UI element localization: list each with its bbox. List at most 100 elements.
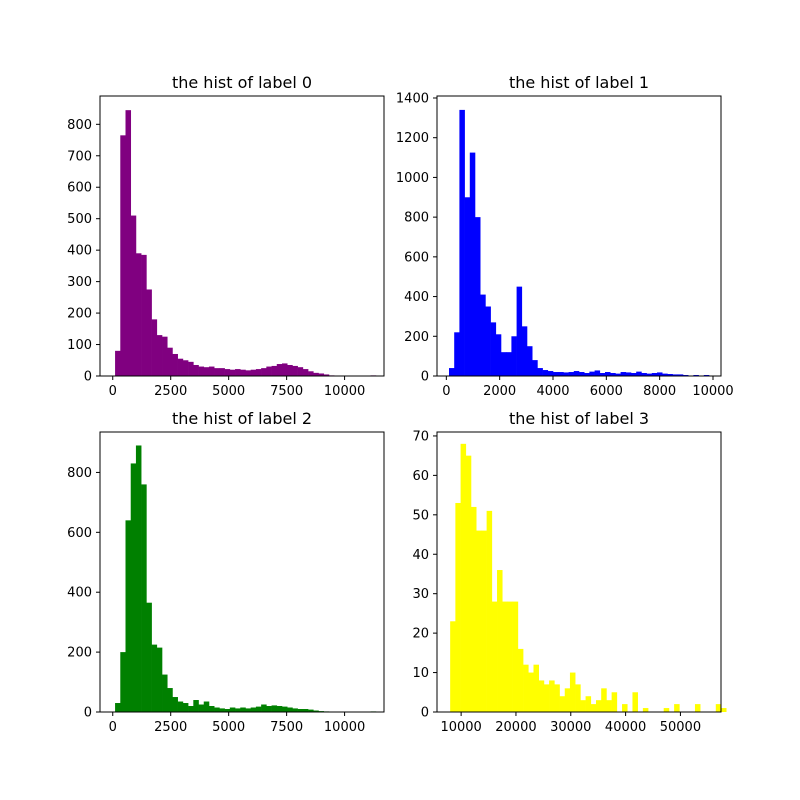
bar [135,253,142,376]
bar [214,707,220,712]
bars [449,109,710,377]
bar [721,708,727,712]
bar [141,254,147,376]
bar [554,684,560,712]
bar [568,372,575,376]
bar [302,709,309,712]
bar [455,502,461,712]
bar [590,704,597,712]
bar [464,197,471,376]
bar [454,332,460,376]
bar [491,601,498,712]
bar [208,706,215,712]
bar [323,374,330,376]
bar [610,373,616,376]
x-tick-label: 5000 [212,720,245,735]
subplot-title: the hist of label 1 [509,73,649,92]
bar [470,506,477,712]
subplot-0: 0 2500 5000 7500 10000 0 100 200 300 400 500 600 700… [67,73,385,399]
bar [130,463,137,712]
bar [162,674,168,712]
bar [135,445,142,712]
bar [198,366,205,376]
bar [528,672,534,712]
bar [547,371,554,376]
x-tick-label: 10000 [692,384,733,399]
bar [120,652,126,712]
bar [281,363,288,376]
bars [115,445,377,712]
bar [512,601,519,712]
bar [219,368,225,376]
bar [636,371,642,376]
bar [120,135,126,376]
bar [287,364,293,376]
bar [549,680,555,712]
x-tick-label: 2500 [154,720,187,735]
y-tick-label: 800 [404,211,429,226]
bar [250,369,257,376]
axes-frame [436,95,722,377]
bar [715,704,722,712]
bar [651,373,658,376]
bar [538,680,545,712]
y-tick-label: 10 [412,666,429,681]
x-tick-label: 40000 [605,720,646,735]
x-tick-label: 30000 [550,720,591,735]
bar [657,372,663,376]
bar [240,369,246,376]
bar [517,648,524,712]
bar [313,372,319,376]
bar [266,706,272,712]
x-tick-label: 7500 [270,384,303,399]
x-tick-label: 0 [109,720,117,735]
y-tick-label: 30 [412,587,429,602]
y-tick-label: 1000 [396,171,429,186]
bar [255,706,262,712]
bar [585,696,592,712]
x-tick-label: 2500 [154,384,187,399]
bar [599,373,606,376]
bar [240,707,246,712]
bar [606,700,612,712]
y-tick-label: 200 [67,307,92,322]
bar [156,335,163,376]
bar [677,374,684,376]
bar [569,672,576,712]
bar [281,706,288,712]
bar [308,709,314,712]
bar [214,368,220,376]
bar [579,372,585,376]
y-tick-label: 0 [421,370,429,385]
subplot-title: the hist of label 2 [172,409,312,428]
bar [543,684,550,712]
subplot-3: 10000 20000 30000 40000 50000 0 10 20 30 40 50 60 70… [412,409,727,735]
bar [642,708,649,712]
y-tick-label: 50 [412,508,429,523]
bar [182,703,189,712]
y-tick-label: 400 [67,244,92,259]
subplot-title: the hist of label 3 [509,409,649,428]
bar [115,350,121,376]
x-tick-label: 10000 [440,720,481,735]
bar [486,510,493,712]
bar [497,570,503,712]
x-tick-label: 50000 [660,720,701,735]
bar [203,701,210,712]
bar [302,369,309,376]
bar [553,372,559,376]
bar [460,443,467,712]
bar [287,707,293,712]
bar [672,374,679,376]
bar [611,692,618,712]
y-tick-label: 60 [412,469,429,484]
bar [224,709,231,712]
bar [208,366,215,376]
bar [632,692,638,712]
subplot-title: the hist of label 0 [172,73,312,92]
bar [130,215,137,376]
x-tick-label: 7500 [270,720,303,735]
bar [523,664,529,712]
bar [146,289,152,376]
